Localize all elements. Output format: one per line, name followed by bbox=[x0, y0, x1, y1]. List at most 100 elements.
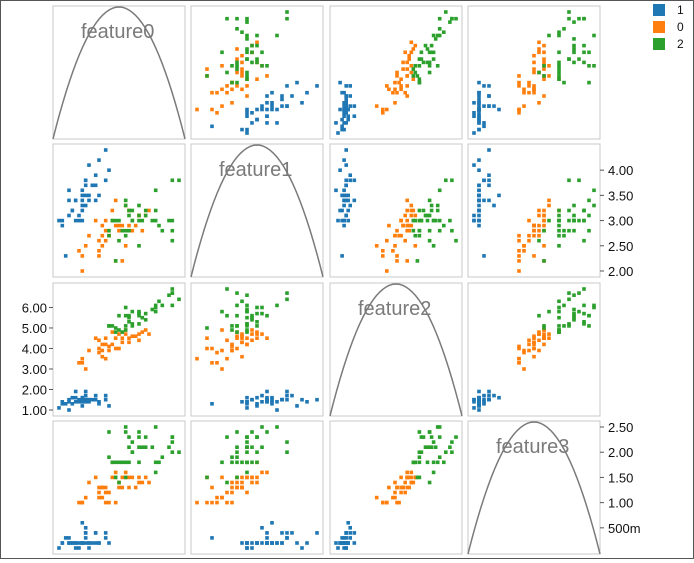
point-class2-12-r3-c2 bbox=[454, 435, 458, 439]
point-class2-3-r0-c2 bbox=[448, 20, 452, 24]
point-class1-36-r0-c1 bbox=[260, 107, 264, 112]
point-class1-17-r3-c1 bbox=[285, 536, 289, 540]
point-class1-29-r2-c0 bbox=[80, 404, 85, 408]
point-class0-11-r2-c3 bbox=[542, 342, 546, 347]
point-class0-7-r1-c2 bbox=[381, 249, 385, 253]
point-class1-16-r2-c3 bbox=[482, 397, 486, 402]
point-class1-19-r0-c3 bbox=[477, 121, 481, 125]
point-class0-21-r1-c3 bbox=[542, 244, 546, 248]
point-class2-24-r2-c1 bbox=[285, 297, 289, 302]
point-class0-27-r3-c0 bbox=[107, 490, 111, 495]
point-class0-14-r0-c2 bbox=[387, 87, 391, 92]
point-class0-14-r3-c2 bbox=[387, 485, 391, 490]
point-class1-9-r2-c0 bbox=[77, 397, 81, 402]
point-class2-10-r0-c1 bbox=[255, 60, 259, 65]
point-class1-3-r1-c3 bbox=[477, 213, 481, 218]
point-class2-15-r2-c0 bbox=[170, 291, 175, 295]
point-class0-24-r1-c2 bbox=[405, 223, 409, 228]
point-class0-3-r0-c1 bbox=[210, 90, 214, 95]
point-class2-18-r3-c0 bbox=[153, 460, 158, 465]
point-class0-11-r0-c3 bbox=[542, 77, 546, 81]
point-class2-11-r3-c0 bbox=[170, 440, 175, 444]
point-class2-20-r3-c2 bbox=[413, 460, 418, 465]
point-class2-12-r3-c1 bbox=[225, 435, 229, 439]
point-class1-25-r0-c2 bbox=[346, 117, 350, 122]
point-class0-25-r3-c1 bbox=[225, 500, 229, 505]
point-class1-34-r1-c3 bbox=[487, 178, 491, 183]
point-class0-27-r0-c2 bbox=[393, 80, 397, 85]
point-class2-17-r1-c3 bbox=[572, 203, 576, 208]
point-class0-22-r1-c0 bbox=[127, 223, 131, 228]
point-class1-30-r3-c0 bbox=[97, 541, 101, 545]
point-class2-5-r2-c0 bbox=[137, 309, 141, 314]
diagonal-curve-feature2 bbox=[329, 283, 463, 417]
point-class2-3-r0-c3 bbox=[572, 20, 576, 24]
point-class2-10-r1-c0 bbox=[127, 208, 131, 213]
point-class1-31-r3-c1 bbox=[245, 541, 249, 545]
diagonal-curve-feature0 bbox=[52, 6, 186, 140]
point-class0-1-r2-c1 bbox=[255, 336, 259, 340]
point-class0-34-r0-c1 bbox=[245, 84, 249, 88]
point-class0-34-r3-c2 bbox=[399, 490, 403, 495]
diagonal-curve-feature3 bbox=[467, 421, 601, 555]
point-class0-10-r0-c1 bbox=[195, 107, 199, 112]
point-class2-30-r2-c3 bbox=[557, 330, 561, 334]
point-class2-4-r3-c0 bbox=[157, 460, 161, 465]
point-class2-0-r0-c1 bbox=[260, 64, 264, 68]
point-class0-12-r0-c3 bbox=[517, 74, 521, 78]
point-class1-15-r3-c0 bbox=[103, 531, 108, 535]
point-class1-33-r3-c2 bbox=[346, 521, 350, 525]
point-class1-36-r0-c3 bbox=[477, 107, 481, 112]
point-class0-14-r1-c2 bbox=[387, 223, 391, 228]
point-class1-6-r3-c2 bbox=[342, 536, 346, 540]
point-class2-32-r0-c1 bbox=[250, 50, 254, 55]
point-class2-0-r0-c3 bbox=[592, 64, 596, 68]
point-class2-34-r2-c0 bbox=[137, 322, 141, 326]
point-class0-31-r2-c0 bbox=[97, 338, 101, 343]
point-class0-6-r0-c2 bbox=[409, 64, 414, 68]
point-class0-25-r2-c3 bbox=[517, 356, 521, 361]
point-class2-14-r3-c2 bbox=[429, 435, 434, 439]
point-class2-7-r2-c0 bbox=[130, 324, 135, 328]
point-class2-29-r3-c1 bbox=[250, 460, 254, 465]
point-class1-8-r3-c1 bbox=[240, 541, 244, 545]
point-class2-15-r0-c2 bbox=[450, 16, 454, 21]
point-class2-12-r0-c2 bbox=[454, 16, 458, 21]
point-class2-28-r1-c2 bbox=[427, 198, 432, 203]
point-class1-31-r1-c3 bbox=[477, 218, 481, 223]
point-class1-30-r0-c1 bbox=[270, 90, 274, 95]
point-class1-19-r3-c1 bbox=[275, 541, 279, 545]
point-class1-33-r2-c3 bbox=[497, 395, 501, 400]
point-class1-5-r0-c1 bbox=[290, 94, 294, 98]
point-class1-25-r1-c2 bbox=[346, 208, 350, 213]
point-class0-34-r1-c3 bbox=[527, 218, 531, 223]
point-class0-35-r3-c1 bbox=[240, 485, 244, 490]
point-class1-32-r2-c0 bbox=[63, 402, 68, 406]
point-class2-20-r0-c2 bbox=[413, 70, 418, 75]
point-class2-6-r0-c2 bbox=[437, 33, 442, 38]
point-class0-25-r0-c2 bbox=[385, 84, 389, 88]
point-class0-26-r0-c1 bbox=[215, 90, 219, 95]
point-class0-22-r0-c2 bbox=[401, 60, 405, 65]
point-class2-10-r2-c0 bbox=[127, 320, 131, 324]
point-class1-11-r1-c2 bbox=[346, 198, 350, 203]
point-class1-25-r2-c0 bbox=[70, 395, 75, 400]
point-class0-17-r0-c1 bbox=[205, 67, 209, 71]
point-class1-26-r1-c2 bbox=[344, 198, 348, 203]
point-class2-15-r3-c0 bbox=[170, 450, 175, 454]
point-class2-23-r3-c2 bbox=[437, 455, 442, 459]
point-class0-6-r3-c2 bbox=[409, 470, 414, 475]
point-class2-34-r2-c3 bbox=[582, 322, 586, 326]
point-class0-13-r3-c2 bbox=[409, 480, 414, 485]
point-class1-6-r1-c0 bbox=[67, 198, 71, 203]
point-class2-19-r0-c3 bbox=[557, 67, 561, 71]
point-class0-5-r0-c2 bbox=[405, 84, 409, 88]
point-class2-26-r0-c3 bbox=[537, 70, 541, 75]
point-class2-33-r2-c0 bbox=[107, 324, 111, 328]
point-class0-28-r3-c1 bbox=[245, 475, 249, 480]
point-class0-27-r2-c1 bbox=[230, 348, 234, 353]
point-class0-18-r2-c3 bbox=[522, 348, 526, 353]
point-class2-2-r3-c0 bbox=[130, 440, 135, 444]
point-class2-15-r2-c3 bbox=[567, 291, 571, 295]
point-class0-13-r0-c1 bbox=[240, 70, 244, 75]
